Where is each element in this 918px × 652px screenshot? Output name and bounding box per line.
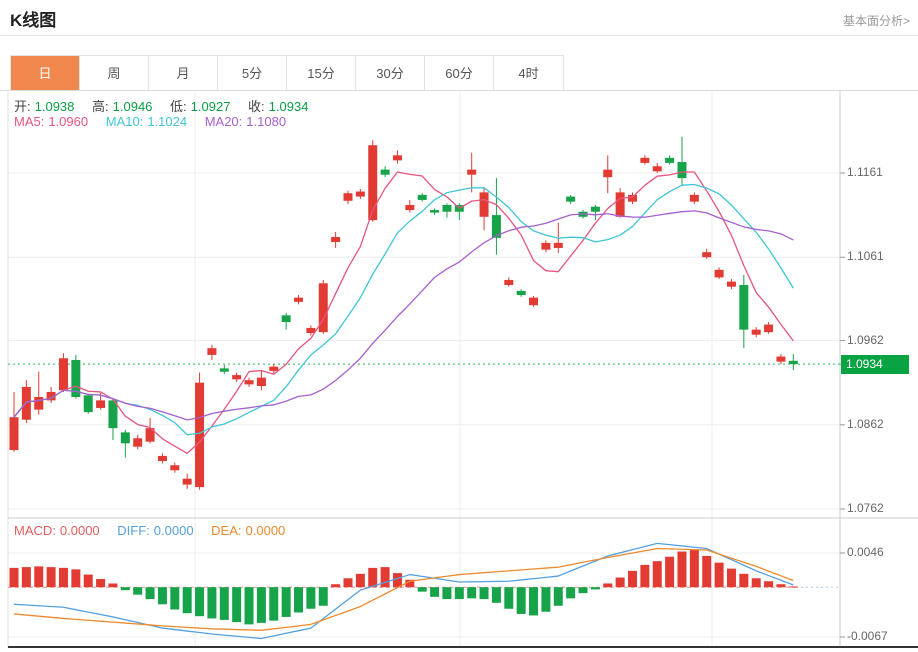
dea-value: 0.0000 bbox=[245, 523, 286, 538]
tab-day[interactable]: 日 bbox=[11, 56, 80, 91]
macd-tick-2: -0.0067 bbox=[847, 629, 888, 643]
price-tick-2: 1.1061 bbox=[847, 249, 884, 263]
tab-week[interactable]: 周 bbox=[80, 56, 149, 91]
low-label: 低: bbox=[170, 99, 187, 114]
fundamental-analysis-link[interactable]: 基本面分析> bbox=[842, 14, 910, 28]
price-tick-3: 1.0962 bbox=[847, 333, 884, 347]
ma-legend: MA5: 1.0960 MA10: 1.1024 MA20: 1.1080 bbox=[14, 114, 290, 129]
chart-drawing bbox=[7, 91, 918, 648]
interval-tabs: 日 周 月 5分 15分 30分 60分 4时 bbox=[10, 55, 564, 91]
ma20-value: 1.1080 bbox=[246, 114, 287, 129]
high-label: 高: bbox=[92, 99, 109, 114]
low-value: 1.0927 bbox=[190, 99, 231, 114]
ohlc-legend: 开: 1.0938 高: 1.0946 低: 1.0927 收: 1.0934 bbox=[14, 96, 312, 115]
tab-month[interactable]: 月 bbox=[149, 56, 218, 91]
tab-30min[interactable]: 30分 bbox=[356, 56, 425, 91]
open-value: 1.0938 bbox=[34, 99, 75, 114]
tab-15min[interactable]: 15分 bbox=[287, 56, 356, 91]
close-label: 收: bbox=[248, 99, 265, 114]
ma20-label: MA20: bbox=[204, 114, 243, 129]
page-title: K线图 bbox=[10, 11, 57, 30]
kline-chart-canvas[interactable]: 开: 1.0938 高: 1.0946 低: 1.0927 收: 1.0934 MA5:… bbox=[0, 91, 918, 652]
price-tick-4: 1.0862 bbox=[847, 417, 884, 431]
price-tick-1: 1.1161 bbox=[847, 165, 883, 179]
dea-label: DEA: bbox=[211, 523, 242, 538]
tab-60min[interactable]: 60分 bbox=[425, 56, 494, 91]
price-tick-5: 1.0762 bbox=[847, 501, 884, 515]
macd-tick-1: 0.0046 bbox=[847, 545, 884, 559]
close-value: 1.0934 bbox=[268, 99, 309, 114]
diff-label: DIFF: bbox=[117, 523, 150, 538]
macd-label: MACD: bbox=[14, 523, 56, 538]
ma5-value: 1.0960 bbox=[48, 114, 89, 129]
ma10-label: MA10: bbox=[105, 114, 144, 129]
diff-value: 0.0000 bbox=[153, 523, 194, 538]
tab-4hour[interactable]: 4时 bbox=[494, 56, 563, 91]
tab-5min[interactable]: 5分 bbox=[218, 56, 287, 91]
macd-value: 0.0000 bbox=[59, 523, 100, 538]
macd-legend: MACD: 0.0000 DIFF: 0.0000 DEA: 0.0000 bbox=[14, 523, 289, 538]
tabs-bottom-border bbox=[0, 90, 918, 91]
current-price-badge: 1.0934 bbox=[841, 355, 909, 374]
ma5-label: MA5: bbox=[14, 114, 45, 129]
high-value: 1.0946 bbox=[112, 99, 153, 114]
header-divider bbox=[0, 35, 918, 36]
open-label: 开: bbox=[14, 99, 31, 114]
ma10-value: 1.1024 bbox=[147, 114, 188, 129]
